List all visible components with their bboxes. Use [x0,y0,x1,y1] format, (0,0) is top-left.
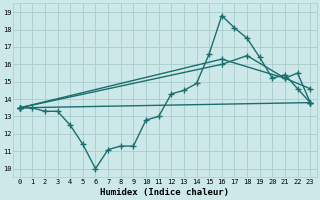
X-axis label: Humidex (Indice chaleur): Humidex (Indice chaleur) [100,188,229,197]
